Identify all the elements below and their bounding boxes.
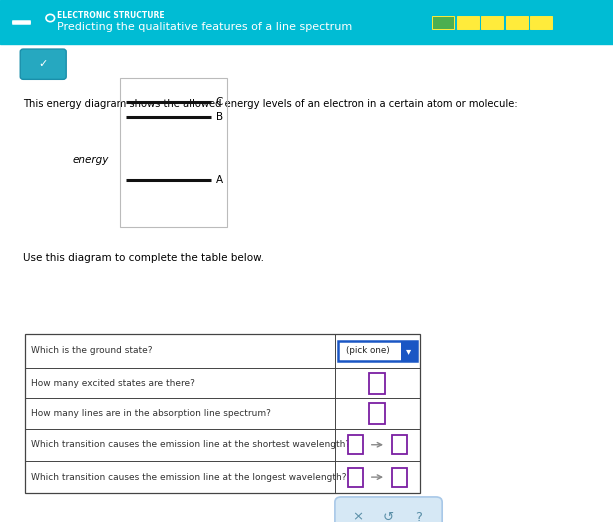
- FancyBboxPatch shape: [20, 49, 66, 79]
- Bar: [432, 16, 454, 29]
- Text: How many excited states are there?: How many excited states are there?: [31, 378, 194, 388]
- Bar: [506, 16, 528, 29]
- Text: Which transition causes the emission line at the longest wavelength?: Which transition causes the emission lin…: [31, 472, 346, 482]
- Bar: [338, 341, 417, 361]
- Text: How many lines are in the absorption line spectrum?: How many lines are in the absorption lin…: [31, 409, 270, 418]
- Text: (pick one): (pick one): [346, 346, 389, 355]
- Text: ?: ?: [416, 511, 422, 522]
- Text: Predicting the qualitative features of a line spectrum: Predicting the qualitative features of a…: [57, 22, 352, 32]
- Text: B: B: [216, 112, 223, 123]
- Bar: [25, 334, 420, 493]
- Text: Which is the ground state?: Which is the ground state?: [31, 346, 152, 355]
- FancyBboxPatch shape: [335, 497, 442, 522]
- Bar: [348, 468, 363, 487]
- Bar: [370, 373, 386, 394]
- Text: ELECTRONIC STRUCTURE: ELECTRONIC STRUCTURE: [57, 11, 165, 20]
- Text: Which transition causes the emission line at the shortest wavelength?: Which transition causes the emission lin…: [31, 440, 350, 449]
- Bar: [530, 16, 552, 29]
- Bar: [0, 0, 613, 44]
- Text: energy: energy: [72, 155, 109, 165]
- Bar: [370, 403, 386, 424]
- Text: ↺: ↺: [383, 511, 394, 522]
- Text: ✓: ✓: [38, 59, 48, 69]
- Text: C: C: [216, 97, 223, 107]
- Bar: [392, 468, 407, 487]
- Bar: [481, 16, 503, 29]
- Bar: [457, 16, 479, 29]
- Bar: [392, 435, 407, 454]
- Bar: [348, 435, 363, 454]
- Text: ▾: ▾: [406, 346, 411, 356]
- Text: This energy diagram shows the allowed energy levels of an electron in a certain : This energy diagram shows the allowed en…: [23, 99, 518, 110]
- Text: ×: ×: [352, 511, 364, 522]
- Bar: [401, 341, 417, 361]
- Text: Use this diagram to complete the table below.: Use this diagram to complete the table b…: [23, 253, 264, 264]
- Bar: [120, 78, 227, 227]
- Text: A: A: [216, 175, 223, 185]
